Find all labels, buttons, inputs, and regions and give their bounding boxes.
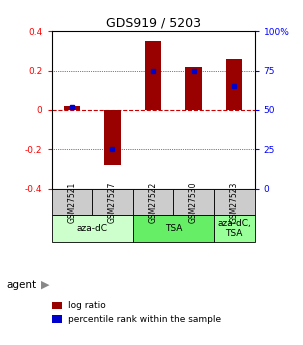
Text: GSM27521: GSM27521 (67, 181, 76, 223)
Text: TSA: TSA (165, 224, 182, 233)
Title: GDS919 / 5203: GDS919 / 5203 (105, 17, 201, 30)
Bar (52, 189, 92, 215)
Text: GSM27530: GSM27530 (189, 181, 198, 223)
Bar (226, 59, 242, 110)
Bar (92, 189, 133, 215)
Text: percentile rank within the sample: percentile rank within the sample (68, 315, 221, 324)
Text: aza-dC: aza-dC (77, 224, 108, 233)
Text: GSM27522: GSM27522 (148, 181, 158, 223)
Bar (145, 41, 161, 110)
Bar (133, 189, 173, 215)
Text: agent: agent (6, 280, 36, 289)
Bar (173, 189, 214, 215)
Bar (104, 110, 121, 165)
Text: log ratio: log ratio (68, 301, 106, 310)
Text: GSM27527: GSM27527 (108, 181, 117, 223)
Text: GSM27523: GSM27523 (230, 181, 239, 223)
Bar (64, 106, 80, 110)
Bar (133, 215, 214, 242)
Text: ▶: ▶ (41, 280, 49, 289)
Bar (214, 215, 255, 242)
Bar (214, 189, 255, 215)
Bar (52, 215, 133, 242)
Bar (185, 67, 202, 110)
Text: aza-dC,
TSA: aza-dC, TSA (217, 219, 251, 238)
